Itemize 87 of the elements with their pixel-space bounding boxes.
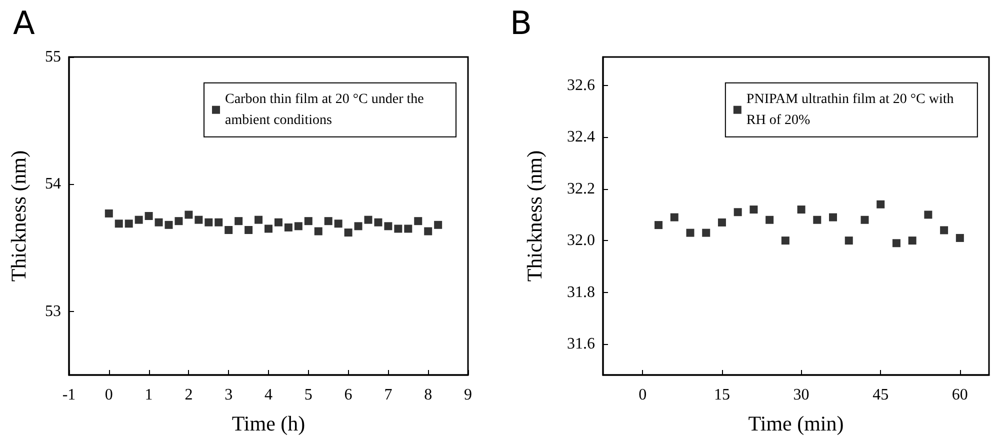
x-tick-label: 2 [184, 386, 193, 404]
x-tick-label: 8 [424, 386, 432, 404]
point [244, 226, 253, 234]
point [424, 227, 432, 236]
point [134, 216, 143, 224]
x-tick-label: 6 [344, 386, 352, 404]
point [734, 208, 742, 216]
x-tick-label: 4 [264, 386, 272, 404]
x-tick-label: -1 [62, 386, 76, 404]
point [892, 239, 900, 248]
point [124, 220, 133, 228]
point [434, 220, 442, 229]
point [876, 200, 885, 208]
point [234, 217, 243, 226]
point [750, 206, 758, 214]
point [394, 224, 402, 233]
point [224, 226, 233, 234]
point [414, 217, 422, 226]
point [214, 218, 223, 226]
point [194, 216, 203, 224]
point [174, 217, 183, 226]
y-tick-label: 53 [45, 302, 61, 320]
point [144, 212, 153, 220]
point [781, 236, 790, 245]
x-tick-label: 5 [304, 386, 312, 404]
point [829, 213, 838, 222]
x-tick-label: 15 [714, 386, 730, 404]
point [813, 216, 822, 224]
point [314, 227, 322, 236]
point [940, 226, 948, 234]
x-tick-label: 60 [952, 386, 968, 404]
chart-title: A [13, 4, 35, 42]
point [860, 216, 869, 224]
point [686, 228, 694, 237]
point [908, 236, 916, 245]
x-tick-label: 3 [224, 386, 233, 404]
point [702, 228, 710, 237]
point [844, 236, 853, 245]
x-tick-label: 0 [104, 386, 113, 404]
point [797, 206, 806, 214]
point [344, 228, 352, 237]
y-axis-title: Thickness (nm) [6, 150, 30, 282]
point [154, 218, 163, 226]
x-tick-label: 7 [384, 386, 392, 404]
point [384, 222, 392, 230]
point [956, 234, 964, 242]
point [304, 217, 312, 226]
x-tick-label: 45 [872, 386, 889, 404]
x-tick-label: 0 [638, 386, 647, 404]
point [264, 224, 272, 233]
y-tick-label: 31.8 [567, 284, 595, 301]
x-axis-title: Time (min) [748, 412, 844, 436]
y-tick-label: 31.6 [567, 335, 595, 352]
point [924, 210, 932, 219]
legend-label: Carbon thin film at 20 °C under the ambient conditions [225, 92, 428, 128]
point [374, 218, 382, 226]
point [334, 220, 342, 228]
point [718, 218, 726, 226]
point [294, 222, 302, 230]
point [204, 218, 213, 226]
point [354, 222, 362, 230]
point [284, 223, 292, 232]
point [404, 224, 412, 233]
point [324, 217, 332, 226]
x-tick-label: 1 [144, 386, 153, 404]
y-tick-label: 32.6 [567, 76, 595, 94]
y-axis-title: Thickness (nm) [522, 150, 546, 282]
point [654, 221, 663, 230]
point [670, 213, 678, 222]
y-tick-label: 55 [45, 48, 61, 66]
point [364, 216, 372, 224]
point [766, 216, 774, 224]
x-tick-label: 30 [793, 386, 810, 404]
x-tick-label: 9 [464, 386, 472, 404]
point [104, 209, 113, 218]
x-axis-title: Time (h) [232, 412, 306, 436]
y-tick-label: 32.4 [567, 128, 595, 146]
point [164, 220, 173, 229]
legend-label: PNIPAM ultrathin film at 20 °C with RH of 20% [746, 92, 958, 128]
y-tick-label: 32.0 [567, 232, 595, 250]
point [114, 220, 123, 228]
chart-title: B [510, 4, 532, 42]
point [184, 210, 193, 219]
y-tick-label: 54 [45, 176, 61, 193]
point [274, 218, 282, 226]
y-tick-label: 32.2 [567, 180, 595, 198]
point [254, 216, 263, 224]
